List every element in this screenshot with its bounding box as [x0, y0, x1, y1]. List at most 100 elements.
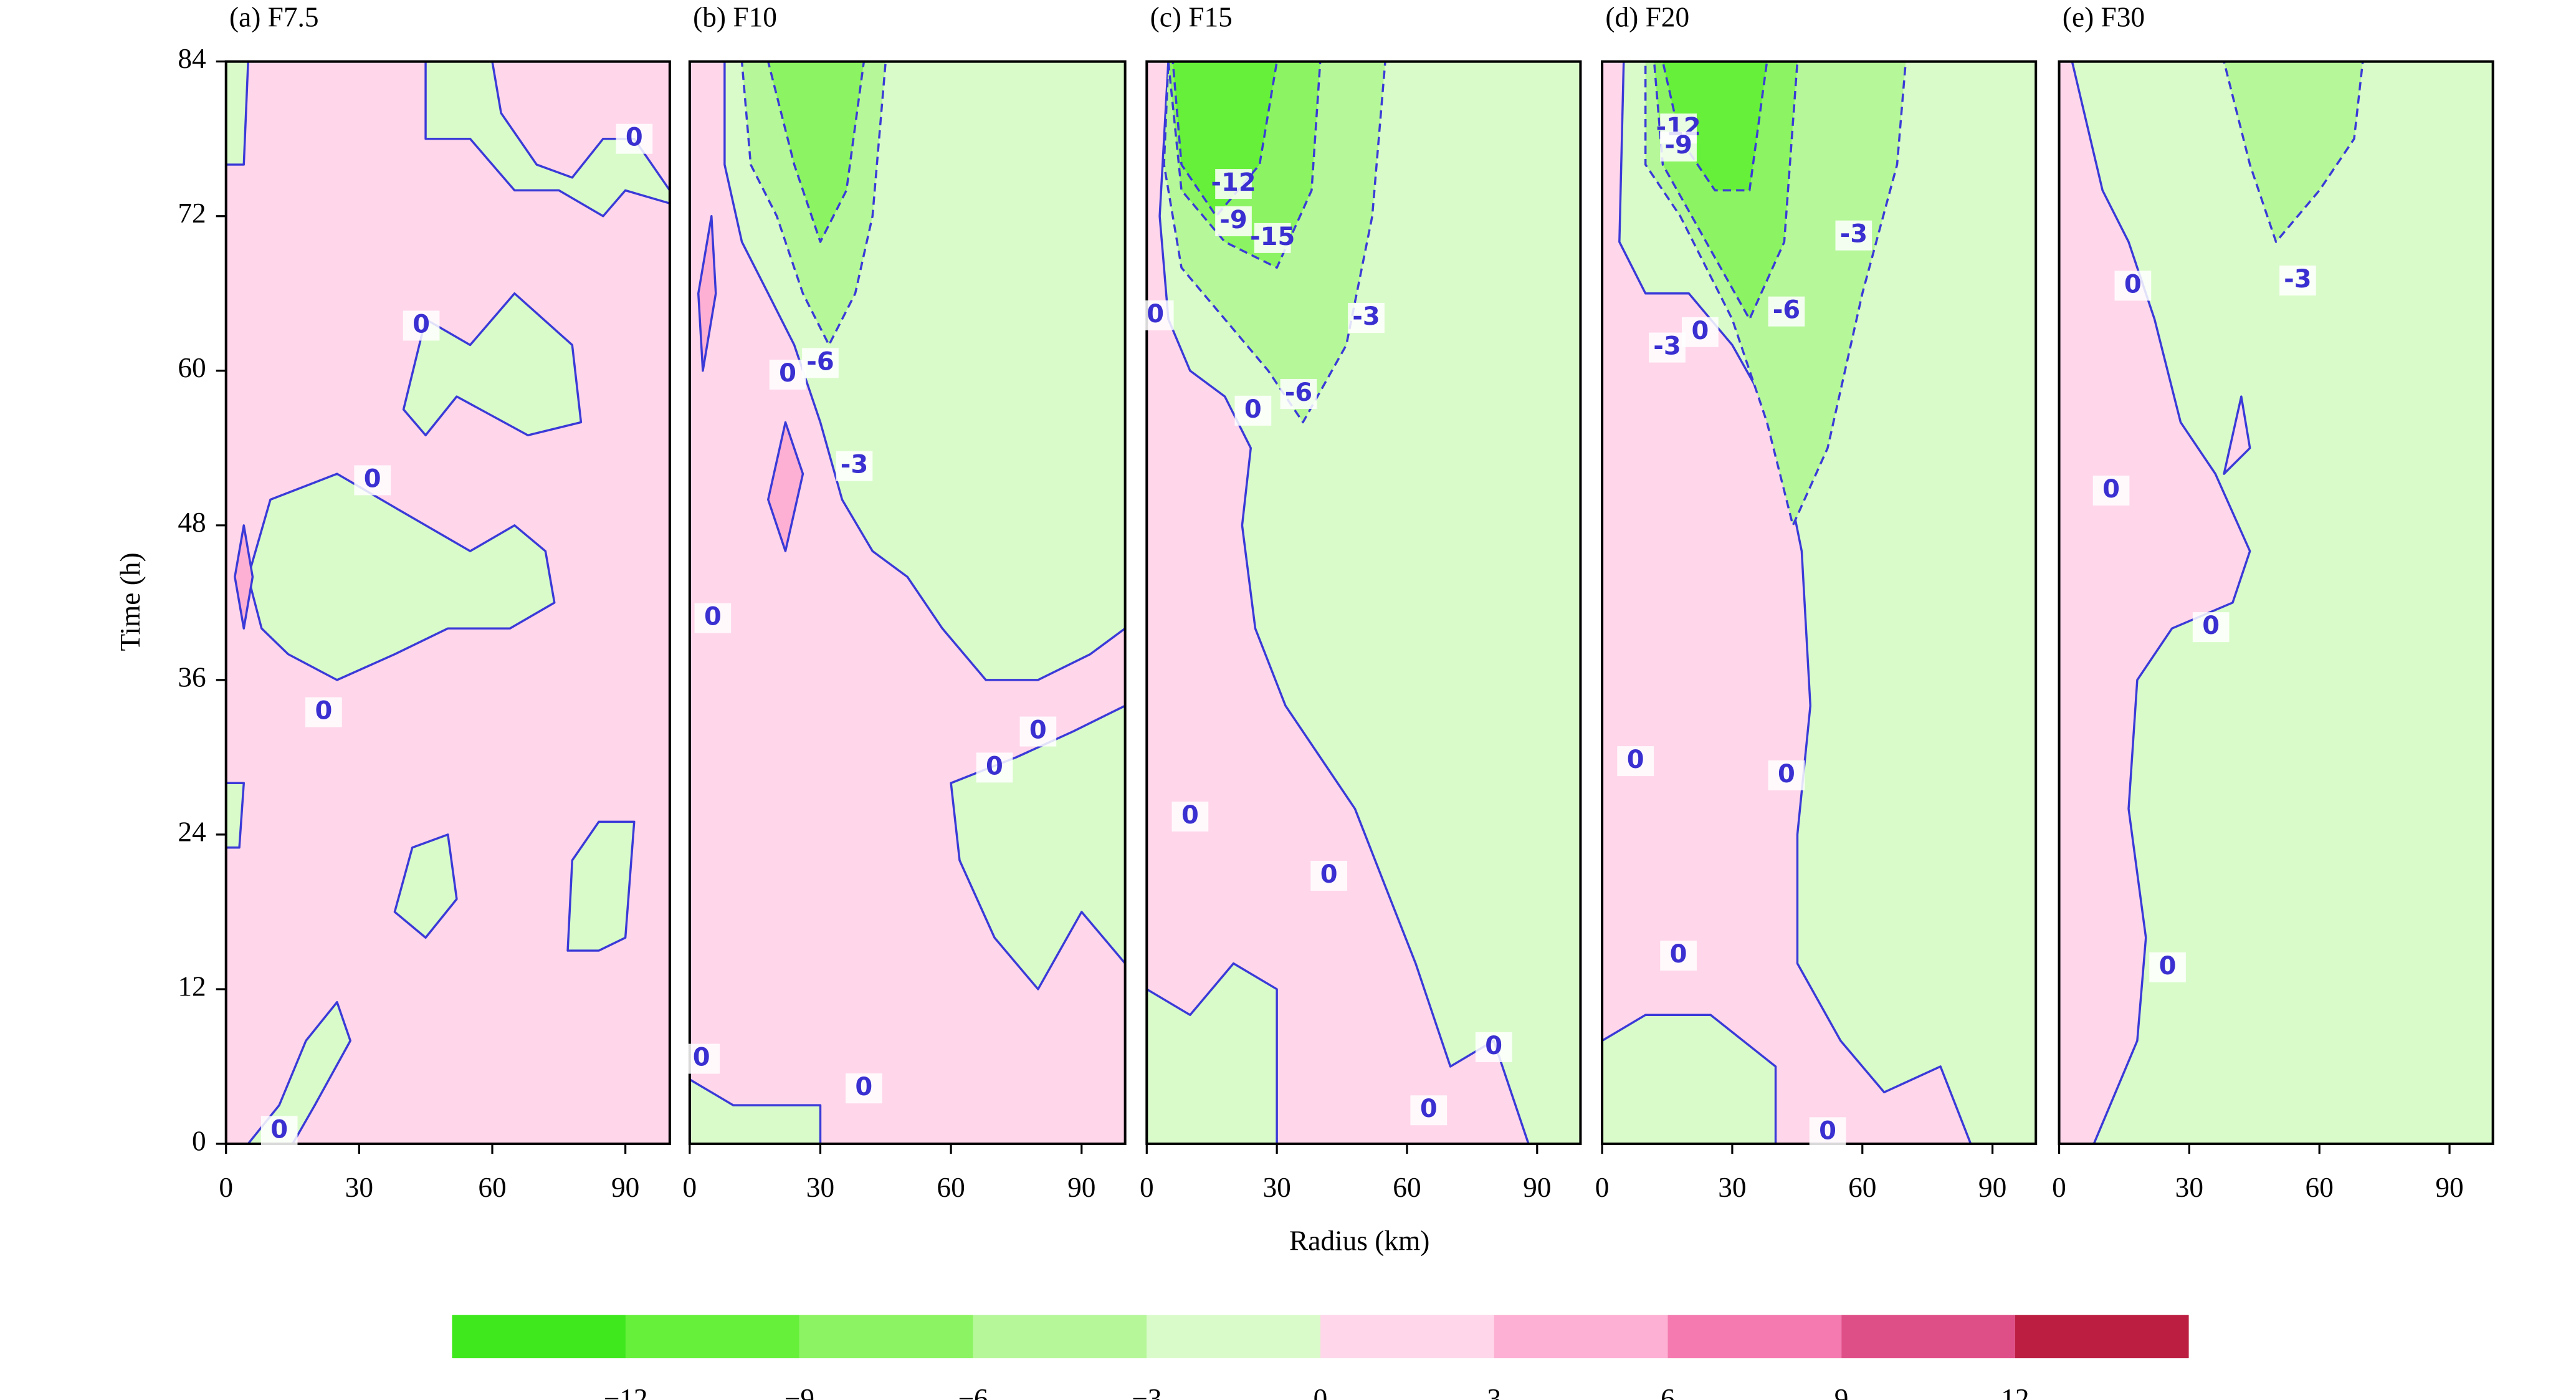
field-region [766, 61, 866, 243]
contour-label: -6 [1285, 378, 1312, 407]
contour-label: -15 [1250, 223, 1295, 251]
contour-label: 0 [986, 752, 1003, 780]
x-tick-label: 0 [219, 1172, 233, 1203]
x-tick-label: 60 [1393, 1172, 1421, 1203]
contour-label-bg [1254, 223, 1291, 253]
field-region [1147, 962, 1278, 1144]
y-tick-label: 72 [178, 198, 206, 229]
contour-label-bg [1410, 1095, 1448, 1126]
contour-label: 0 [413, 310, 430, 338]
contour-label: 0 [1029, 716, 1047, 745]
contour-label: 0 [626, 123, 643, 152]
x-tick-label: 30 [345, 1172, 373, 1203]
panel-field [689, 61, 1125, 1144]
field-region [2059, 61, 2251, 1144]
field-region [766, 421, 804, 552]
contour-label: -6 [806, 347, 834, 376]
contour-label: -3 [1352, 302, 1380, 331]
y-tick-label: 60 [178, 352, 206, 383]
contour-label: -9 [1219, 206, 1247, 234]
contour-label: 0 [779, 359, 796, 388]
contour-label-bg [1280, 378, 1317, 409]
field-region [393, 833, 458, 939]
field-region [1661, 61, 1768, 192]
contour-label-bg [2279, 266, 2316, 296]
panel-field [226, 61, 670, 1144]
panel-frame [1145, 60, 1582, 1145]
panel-field [1147, 61, 1581, 1144]
contour-label-bg [1660, 132, 1697, 162]
contour-label-bg [2149, 952, 2186, 982]
colorbar-tick-label: 6 [1661, 1383, 1675, 1400]
panel-title: (d) F20 [1605, 1, 1689, 32]
contour-label-bg [354, 465, 391, 496]
x-tick-label: 30 [1262, 1172, 1290, 1203]
x-tick-label: 60 [478, 1172, 506, 1203]
y-tick-label: 84 [178, 43, 206, 74]
x-tick-label: 30 [2175, 1172, 2203, 1203]
contour-label: 0 [693, 1043, 710, 1072]
colorbar-tick-label: 12 [2001, 1383, 2029, 1400]
x-tick-label: 90 [1978, 1172, 2006, 1203]
contour-label-bg [2092, 476, 2130, 506]
contour-label: 0 [1691, 317, 1709, 345]
x-tick-label: 0 [1140, 1172, 1154, 1203]
contour-label: -3 [841, 451, 868, 479]
contour-label-bg [1310, 861, 1348, 891]
x-tick-label: 90 [1523, 1172, 1551, 1203]
contour-label-bg [1660, 941, 1697, 971]
colorbar-segment [1667, 1315, 1842, 1359]
field-region [402, 292, 583, 436]
colorbar-segment [452, 1315, 626, 1359]
contour-label-bg [1215, 169, 1252, 199]
contour-label: 0 [1244, 395, 1262, 424]
contour-label-bg [1234, 395, 1272, 426]
contour-label: -6 [1773, 296, 1800, 325]
x-tick-label: 30 [1718, 1172, 1746, 1203]
contour-label: 0 [2202, 611, 2220, 640]
panel-title: (b) F10 [693, 1, 777, 32]
contour-label: -3 [1653, 332, 1681, 361]
contour-label: 0 [1147, 300, 1164, 328]
contour-label-bg [1348, 303, 1385, 333]
x-tick-label: 60 [1848, 1172, 1876, 1203]
contour-label: -3 [2284, 265, 2311, 294]
contour-label-bg [1215, 206, 1252, 237]
colorbar-tick-label: −9 [785, 1383, 814, 1400]
contour-label-bg [1475, 1032, 1512, 1062]
x-tick-label: 0 [683, 1172, 697, 1203]
contour-label-bg [616, 123, 653, 154]
contour-label-bg [403, 310, 440, 341]
field-region [2223, 395, 2251, 475]
panel-frame [2058, 60, 2494, 1145]
contour-label-bg [1649, 332, 1686, 363]
panel-title: (a) F7.5 [229, 1, 319, 32]
contour-label-bg [1835, 220, 1872, 251]
field-region [1602, 1014, 1777, 1144]
field-region [226, 782, 245, 849]
field-region [689, 1078, 822, 1144]
x-tick-label: 60 [937, 1172, 965, 1203]
contour-label: 0 [364, 464, 381, 493]
y-tick-label: 0 [192, 1125, 206, 1156]
contour-label: 0 [1181, 801, 1199, 830]
x-tick-label: 90 [1067, 1172, 1095, 1203]
contour-label-bg [260, 1116, 298, 1146]
contour-label: 0 [2124, 270, 2142, 299]
x-tick-label: 90 [2435, 1172, 2463, 1203]
x-tick-label: 0 [1595, 1172, 1610, 1203]
contour-label: 0 [1627, 746, 1644, 774]
contour-label: 0 [1320, 860, 1338, 889]
panel-title: (e) F30 [2063, 1, 2145, 32]
x-tick-label: 60 [2306, 1172, 2334, 1203]
field-region [234, 524, 254, 630]
field-region [566, 820, 636, 952]
contour-label: 0 [2102, 475, 2120, 504]
contour-label: 0 [1819, 1116, 1836, 1145]
contour-label: 0 [1485, 1032, 1502, 1060]
colorbar-segment [973, 1315, 1147, 1359]
panel-field [1602, 61, 2036, 1144]
x-tick-label: 0 [2052, 1172, 2066, 1203]
